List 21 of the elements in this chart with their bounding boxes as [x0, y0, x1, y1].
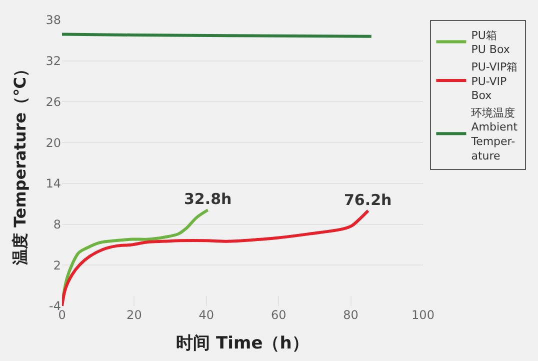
y-tick-label: 2	[53, 258, 61, 272]
legend-label: 环境温度 Ambient Temper- ature	[470, 106, 518, 162]
annotation: 32.8h	[184, 190, 232, 208]
y-tick-label: 32	[46, 54, 61, 68]
x-tick-label: 60	[270, 308, 286, 322]
x-tick-label: 0	[58, 308, 66, 322]
x-tick-label: 80	[343, 308, 358, 322]
line-series	[62, 209, 370, 306]
x-tick-label: 20	[126, 308, 142, 322]
annotation: 76.2h	[344, 191, 392, 209]
y-tick-label: 20	[46, 136, 61, 150]
y-tick-label: 14	[46, 176, 61, 191]
x-axis-title: 时间 Time（h）	[176, 333, 309, 354]
y-axis-title: 温度 Temperature（℃）	[10, 60, 30, 266]
legend-label: PU-VIP箱 PU-VIP Box	[471, 60, 518, 102]
x-tick-label: 40	[198, 308, 214, 322]
legend-label: PU箱 PU Box	[471, 28, 510, 56]
y-tick-label: 26	[46, 94, 61, 109]
y-tick-label: 8	[53, 217, 61, 232]
x-tick-label: 100	[412, 308, 434, 322]
y-tick-label: 38	[46, 13, 61, 28]
